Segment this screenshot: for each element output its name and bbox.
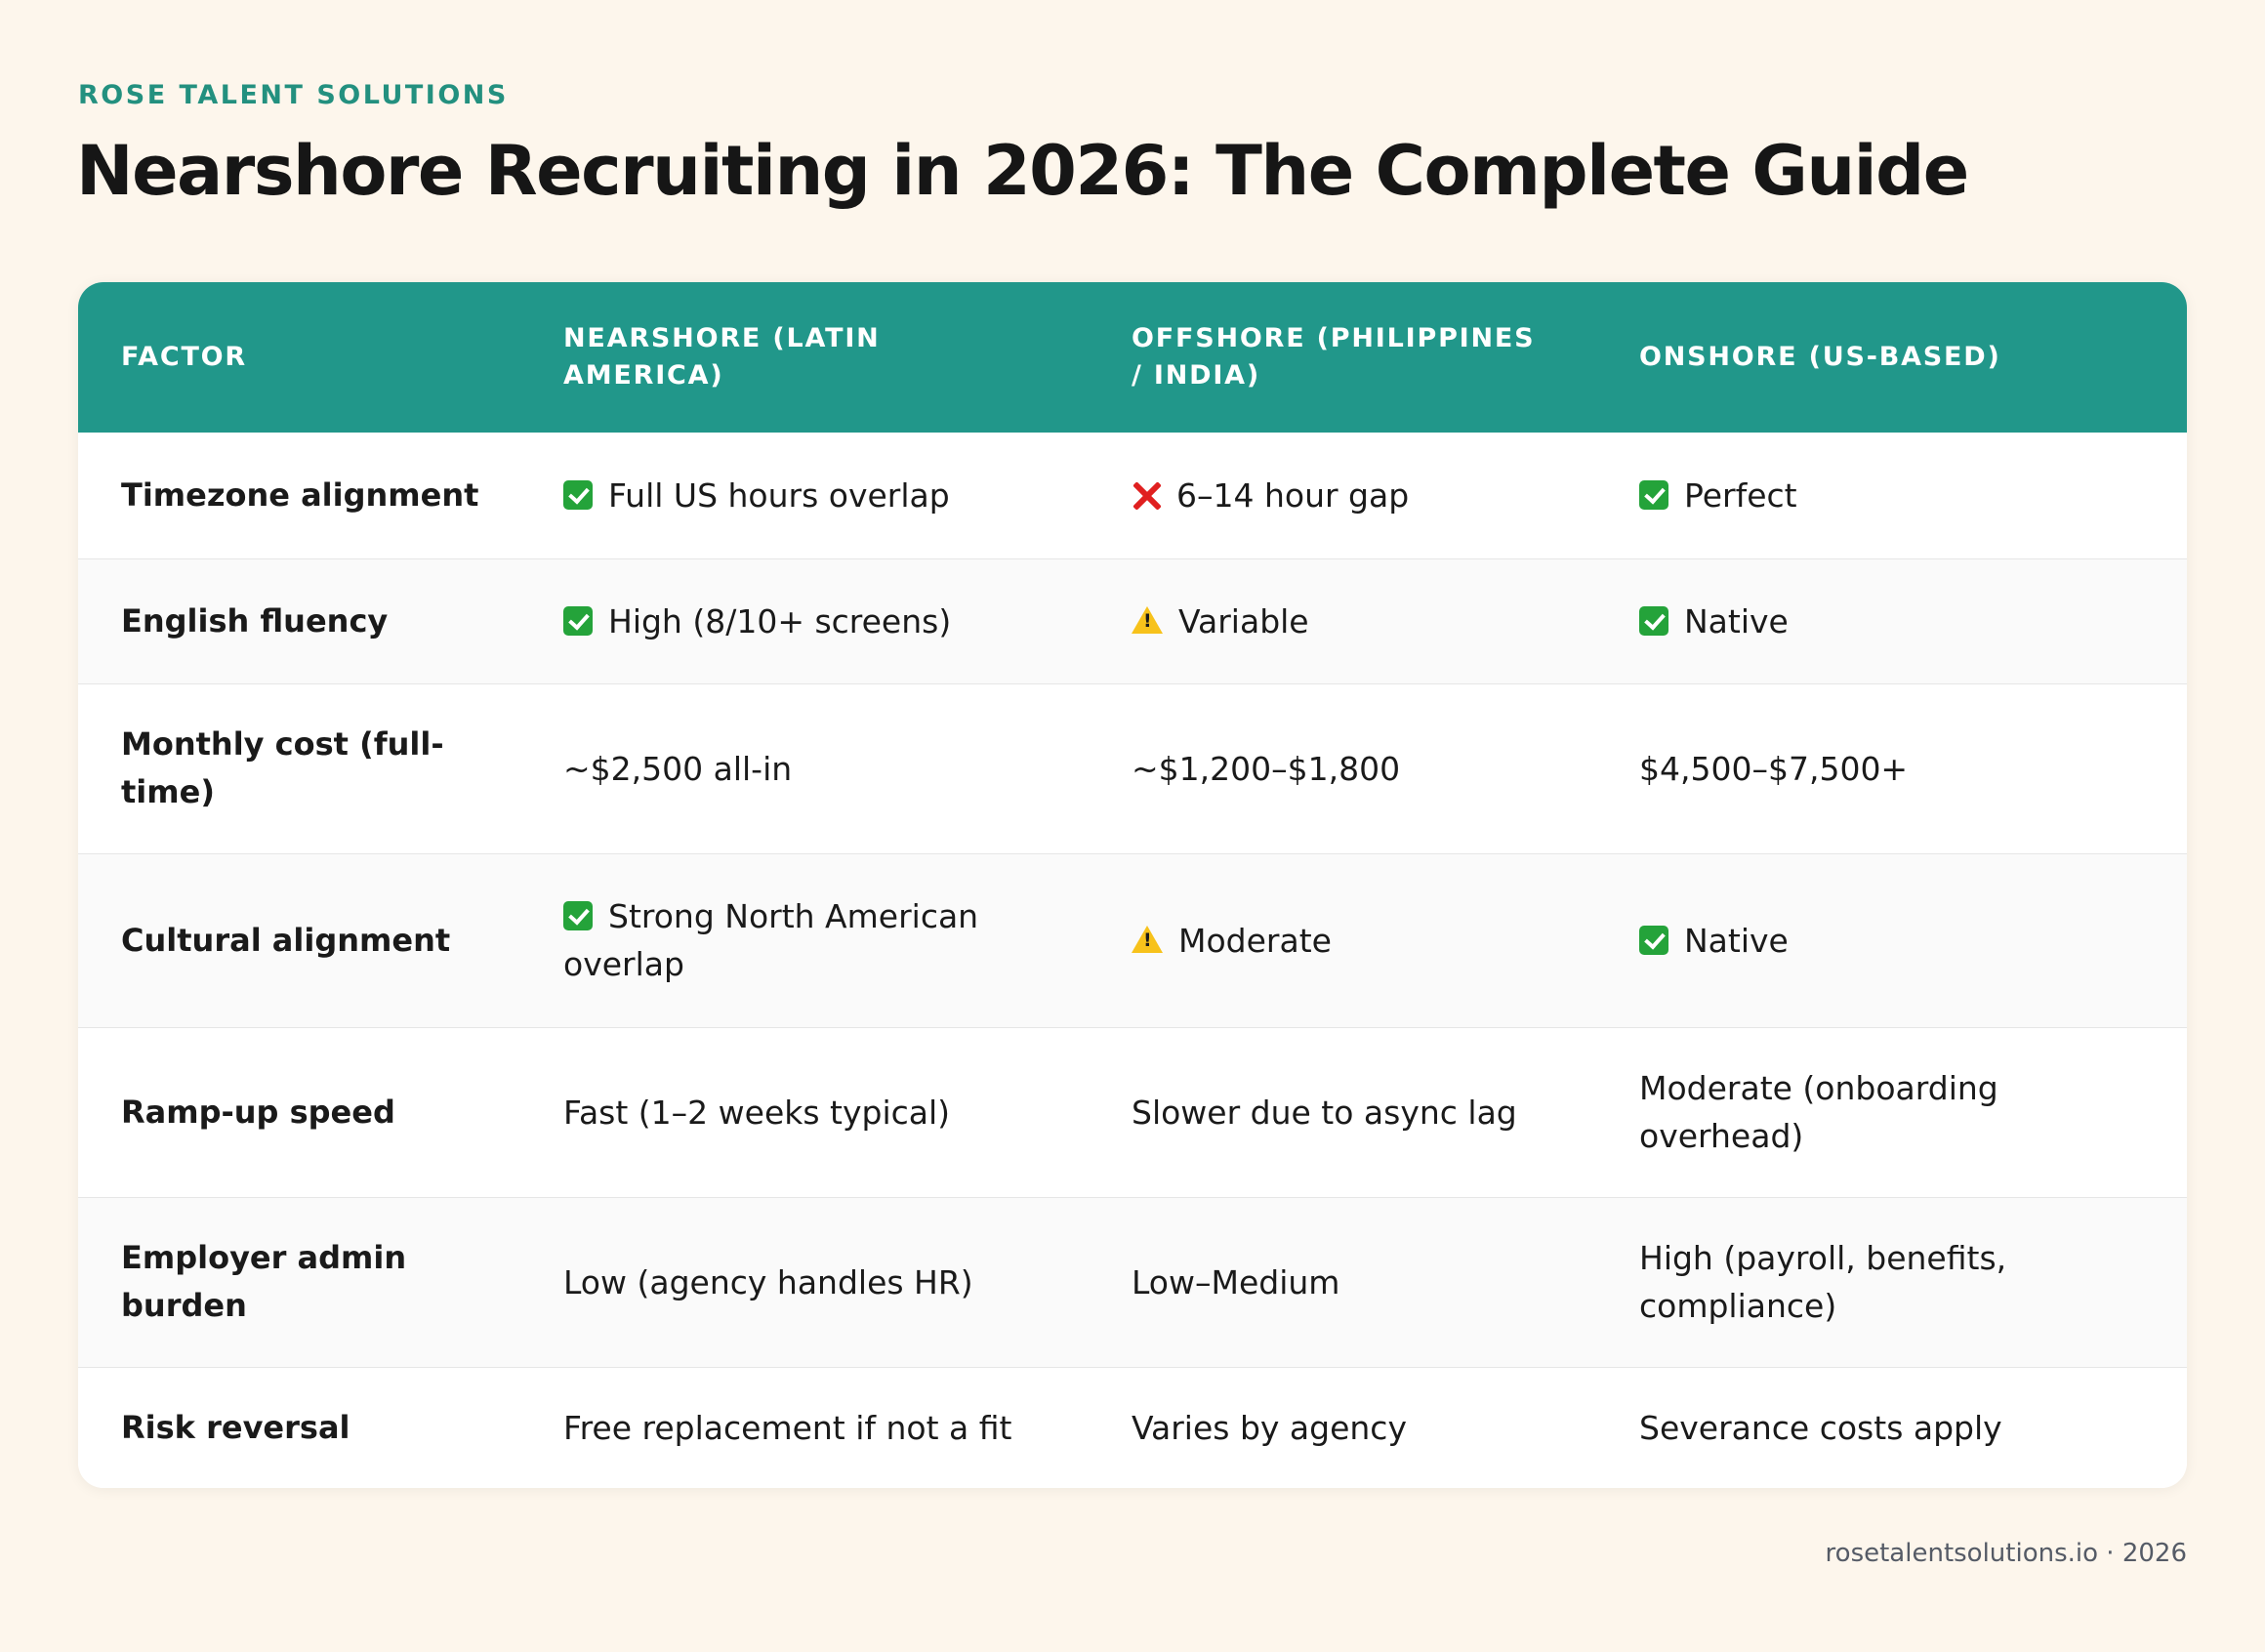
cross-icon [1132, 480, 1161, 510]
table-row: English fluency High (8/10+ screens) Var… [78, 558, 2187, 683]
table-header: FACTOR NEARSHORE (LATIN AMERICA) OFFSHOR… [78, 282, 2187, 433]
table-row: Ramp-up speed Fast (1–2 weeks typical) S… [78, 1026, 2187, 1197]
offshore-cell: Variable [1089, 558, 1596, 683]
offshore-cell: 6–14 hour gap [1089, 433, 1596, 558]
factor-cell: Risk reversal [78, 1366, 520, 1488]
check-icon [1639, 605, 1668, 636]
cell-text: Native [1684, 601, 1789, 640]
table-row: Monthly cost (full-time) ~$2,500 all-in … [78, 682, 2187, 853]
brand-label: ROSE TALENT SOLUTIONS [78, 80, 509, 110]
footer-credit: rosetalentsolutions.io · 2026 [1825, 1539, 2187, 1568]
cell-text: Perfect [1684, 475, 1797, 515]
table-row: Employer admin burden Low (agency handle… [78, 1196, 2187, 1367]
cell-text: Full US hours overlap [608, 475, 950, 515]
nearshore-cell: Full US hours overlap [520, 433, 1089, 558]
comparison-table-card: FACTOR NEARSHORE (LATIN AMERICA) OFFSHOR… [78, 282, 2187, 1488]
warning-icon [1132, 605, 1163, 634]
nearshore-cell: Strong North American overlap [520, 852, 1089, 1027]
onshore-cell: $4,500–$7,500+ [1596, 682, 2187, 853]
factor-cell: Cultural alignment [78, 852, 520, 1027]
page-title: Nearshore Recruiting in 2026: The Comple… [76, 131, 1969, 211]
header-factor: FACTOR [121, 342, 248, 373]
cell-text: Native [1684, 921, 1789, 960]
factor-cell: Employer admin burden [78, 1196, 520, 1367]
onshore-cell: Moderate (onboarding overhead) [1596, 1026, 2187, 1197]
factor-cell: Timezone alignment [121, 475, 479, 514]
nearshore-cell: Free replacement if not a fit [520, 1366, 1089, 1488]
onshore-cell: Native [1596, 852, 2187, 1027]
nearshore-cell: Fast (1–2 weeks typical) [520, 1026, 1089, 1197]
cell-text: Variable [1178, 601, 1309, 640]
onshore-cell: Severance costs apply [1596, 1366, 2187, 1488]
offshore-cell: Moderate [1089, 852, 1596, 1027]
onshore-cell: High (payroll, benefits, compliance) [1596, 1196, 2187, 1367]
header-nearshore: NEARSHORE (LATIN AMERICA) [563, 323, 881, 391]
check-icon [563, 901, 593, 930]
header-offshore: OFFSHORE (PHILIPPINES / INDIA) [1132, 323, 1536, 391]
offshore-cell: Varies by agency [1089, 1366, 1596, 1488]
cell-text: Moderate [1178, 921, 1332, 960]
check-icon [563, 605, 593, 636]
cell-text: Strong North American overlap [563, 897, 979, 983]
nearshore-cell: ~$2,500 all-in [520, 682, 1089, 853]
nearshore-cell: High (8/10+ screens) [520, 558, 1089, 683]
table-row: Risk reversal Free replacement if not a … [78, 1366, 2187, 1488]
offshore-cell: ~$1,200–$1,800 [1089, 682, 1596, 853]
comparison-table: FACTOR NEARSHORE (LATIN AMERICA) OFFSHOR… [78, 282, 2187, 1488]
factor-cell: Ramp-up speed [78, 1026, 520, 1197]
table-body: Timezone alignment Full US hours overlap… [78, 433, 2187, 1488]
factor-cell: Monthly cost (full-time) [78, 682, 520, 853]
header-onshore: ONSHORE (US-BASED) [1639, 342, 2001, 373]
offshore-cell: Low–Medium [1089, 1196, 1596, 1367]
cell-text: 6–14 hour gap [1176, 475, 1410, 515]
warning-icon [1132, 925, 1163, 953]
onshore-cell: Perfect [1596, 433, 2187, 558]
nearshore-cell: Low (agency handles HR) [520, 1196, 1089, 1367]
offshore-cell: Slower due to async lag [1089, 1026, 1596, 1197]
table-row: Timezone alignment Full US hours overlap… [78, 433, 2187, 558]
check-icon [563, 479, 593, 510]
onshore-cell: Native [1596, 558, 2187, 683]
factor-cell: English fluency [78, 558, 520, 683]
check-icon [1639, 479, 1668, 510]
header-row: FACTOR NEARSHORE (LATIN AMERICA) OFFSHOR… [78, 282, 2187, 433]
cell-text: High (8/10+ screens) [608, 601, 952, 640]
check-icon [1639, 925, 1668, 955]
table-row: Cultural alignment Strong North American… [78, 852, 2187, 1027]
